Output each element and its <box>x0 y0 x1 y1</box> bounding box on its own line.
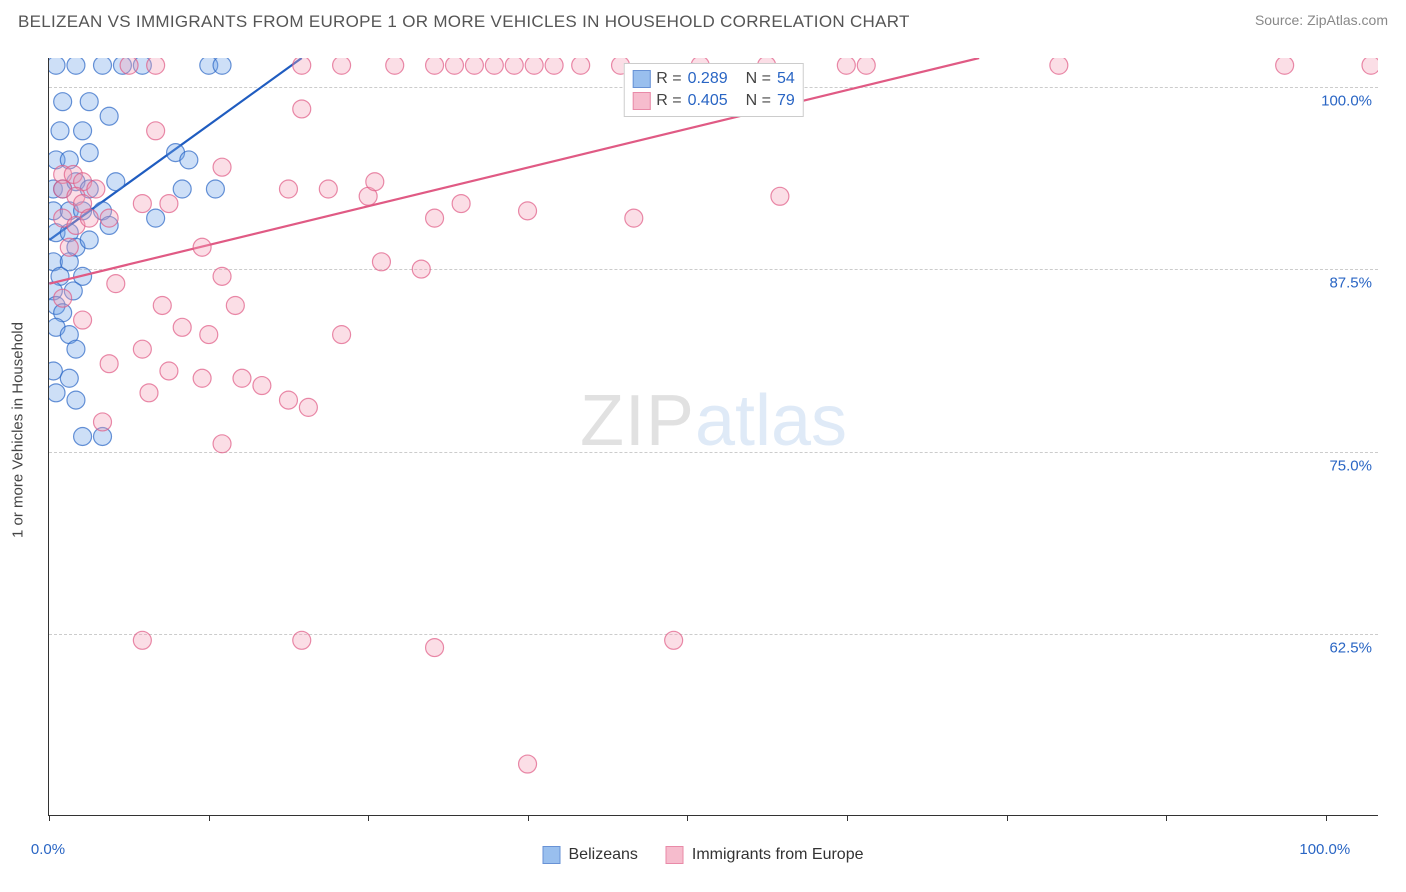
y-axis-label: 1 or more Vehicles in Household <box>10 322 27 538</box>
chart-plot-area: ZIPatlas R = 0.289 N = 54 R = 0.405 N = … <box>48 58 1378 816</box>
x-tick-label: 100.0% <box>1299 841 1350 858</box>
swatch-europe <box>666 846 684 864</box>
correlation-legend: R = 0.289 N = 54 R = 0.405 N = 79 <box>623 63 804 117</box>
correlation-row-belizeans: R = 0.289 N = 54 <box>632 68 795 90</box>
swatch-europe <box>632 92 650 110</box>
x-tick <box>528 815 529 821</box>
scatter-svg <box>49 58 1378 815</box>
x-tick <box>687 815 688 821</box>
correlation-row-europe: R = 0.405 N = 79 <box>632 90 795 112</box>
n-value-belizeans: 54 <box>777 70 795 88</box>
chart-title: BELIZEAN VS IMMIGRANTS FROM EUROPE 1 OR … <box>18 12 910 32</box>
x-tick <box>49 815 50 821</box>
x-tick <box>1166 815 1167 821</box>
n-label: N = <box>746 92 771 110</box>
legend-item-belizeans: Belizeans <box>543 846 638 864</box>
swatch-belizeans <box>632 70 650 88</box>
x-tick <box>1007 815 1008 821</box>
n-value-europe: 79 <box>777 92 795 110</box>
x-tick <box>1326 815 1327 821</box>
n-label: N = <box>746 70 771 88</box>
r-value-europe: 0.405 <box>688 92 728 110</box>
r-label: R = <box>656 92 681 110</box>
swatch-belizeans <box>543 846 561 864</box>
x-tick-label: 0.0% <box>31 841 65 858</box>
r-value-belizeans: 0.289 <box>688 70 728 88</box>
legend-item-europe: Immigrants from Europe <box>666 846 864 864</box>
x-tick <box>209 815 210 821</box>
r-label: R = <box>656 70 681 88</box>
legend-label-belizeans: Belizeans <box>569 846 638 864</box>
source-attribution: Source: ZipAtlas.com <box>1255 12 1388 28</box>
x-tick <box>847 815 848 821</box>
series-legend: Belizeans Immigrants from Europe <box>543 846 864 864</box>
legend-label-europe: Immigrants from Europe <box>692 846 864 864</box>
x-tick <box>368 815 369 821</box>
